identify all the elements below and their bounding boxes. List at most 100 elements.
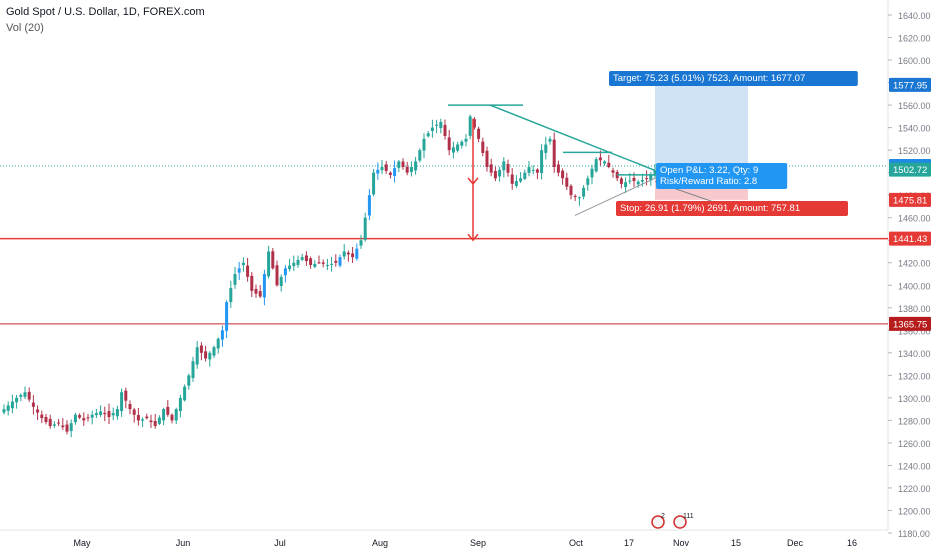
x-tick-label: 15 (731, 538, 741, 548)
candle-body (376, 169, 380, 174)
target-label-bg (609, 71, 858, 86)
candle-body (393, 168, 397, 176)
candle-body (309, 258, 313, 265)
candle-body (632, 177, 636, 182)
candle-body (531, 169, 535, 171)
ascending-support-line[interactable] (574, 177, 656, 216)
candle-body (36, 409, 40, 413)
x-tick-label: 16 (847, 538, 857, 548)
candle-body (220, 330, 224, 340)
candle-body (90, 414, 94, 418)
candle-body (363, 217, 367, 240)
candle-body (225, 302, 229, 331)
event-flag-icon[interactable] (673, 515, 687, 529)
symbol-title[interactable]: Gold Spot / U.S. Dollar, 1D, FOREX.com (6, 6, 205, 18)
candle-body (61, 425, 65, 428)
candle-body (624, 182, 628, 188)
y-tick-label: 1600.00 (898, 56, 931, 66)
candle-body (246, 265, 250, 277)
price-axis-label-text: 1502.72 (893, 165, 927, 176)
candle-body (514, 181, 518, 186)
candle-body (10, 401, 14, 409)
candle-body (372, 172, 376, 195)
price-axis-label-stop (889, 192, 931, 207)
candle-body (489, 164, 493, 173)
candle-body (535, 169, 539, 173)
candle-body (603, 161, 607, 164)
candle-body (233, 274, 237, 285)
candle-body (48, 418, 52, 427)
candle-body (561, 170, 565, 179)
x-tick-label: Oct (569, 538, 584, 548)
candle-body (573, 195, 577, 197)
candle-body (506, 164, 510, 173)
price-axis-label-text: 1441.43 (893, 234, 927, 245)
candle-body (334, 260, 338, 263)
price-axis-label-target (889, 77, 931, 92)
candle-body (430, 127, 434, 131)
candle-body (237, 268, 241, 273)
candle-body (556, 164, 560, 173)
descending-trendline[interactable] (489, 104, 656, 172)
candle-body (300, 257, 304, 260)
candle-body (611, 170, 615, 173)
candle-body (523, 172, 527, 179)
event-count-label: 111 (683, 513, 694, 520)
x-tick-label: Jun (176, 538, 191, 548)
price-axis-label-level (889, 231, 931, 246)
candle-body (78, 415, 82, 418)
candle-body (153, 420, 157, 427)
candle-body (157, 417, 161, 424)
candle-body (439, 121, 443, 129)
candle-body (103, 412, 107, 415)
candle-body (552, 139, 556, 168)
candle-body (414, 161, 418, 171)
candle-body (191, 361, 195, 378)
x-tick-label: Nov (673, 538, 690, 548)
target-zone[interactable] (655, 84, 748, 170)
price-axis-label-text: 1475.81 (893, 195, 927, 206)
candle-body (380, 167, 384, 171)
candle-body (124, 390, 128, 401)
y-tick-label: 1340.00 (898, 349, 931, 359)
candle-body (565, 177, 569, 187)
candle-body (502, 161, 506, 171)
candle-body (271, 251, 275, 269)
candle-body (317, 262, 321, 264)
candle-body (258, 291, 262, 297)
x-tick-label: Jul (274, 538, 286, 548)
candle-body (594, 159, 598, 172)
candle-body (519, 178, 523, 182)
candle-body (241, 262, 245, 266)
x-tick-label: Dec (787, 538, 804, 548)
candle-body (166, 406, 170, 415)
candle-body (628, 180, 632, 182)
candle-body (19, 395, 23, 397)
event-flag-icon[interactable] (651, 515, 665, 529)
candle-body (86, 417, 90, 419)
pnl-label-text: Open P&L: 3.22, Qty: 9 (660, 165, 758, 176)
candle-body (435, 124, 439, 126)
y-tick-label: 1520.00 (898, 146, 931, 156)
volume-indicator-label[interactable]: Vol (20) (6, 22, 44, 34)
candle-body (359, 240, 363, 246)
y-tick-label: 1220.00 (898, 484, 931, 494)
candle-body (275, 265, 279, 286)
y-tick-label: 1460.00 (898, 214, 931, 224)
x-tick-label: May (73, 538, 91, 548)
candle-body (162, 409, 166, 421)
y-tick-label: 1540.00 (898, 124, 931, 134)
candle-body (582, 187, 586, 197)
price-axis-label-current (889, 162, 931, 177)
y-tick-label: 1240.00 (898, 461, 931, 471)
candle-body (107, 411, 111, 418)
candle-body (94, 413, 98, 416)
candle-body (99, 411, 103, 415)
candle-body (598, 157, 602, 161)
candle-body (292, 262, 296, 267)
y-tick-label: 1560.00 (898, 101, 931, 111)
candle-body (619, 178, 623, 184)
candle-body (136, 415, 140, 421)
